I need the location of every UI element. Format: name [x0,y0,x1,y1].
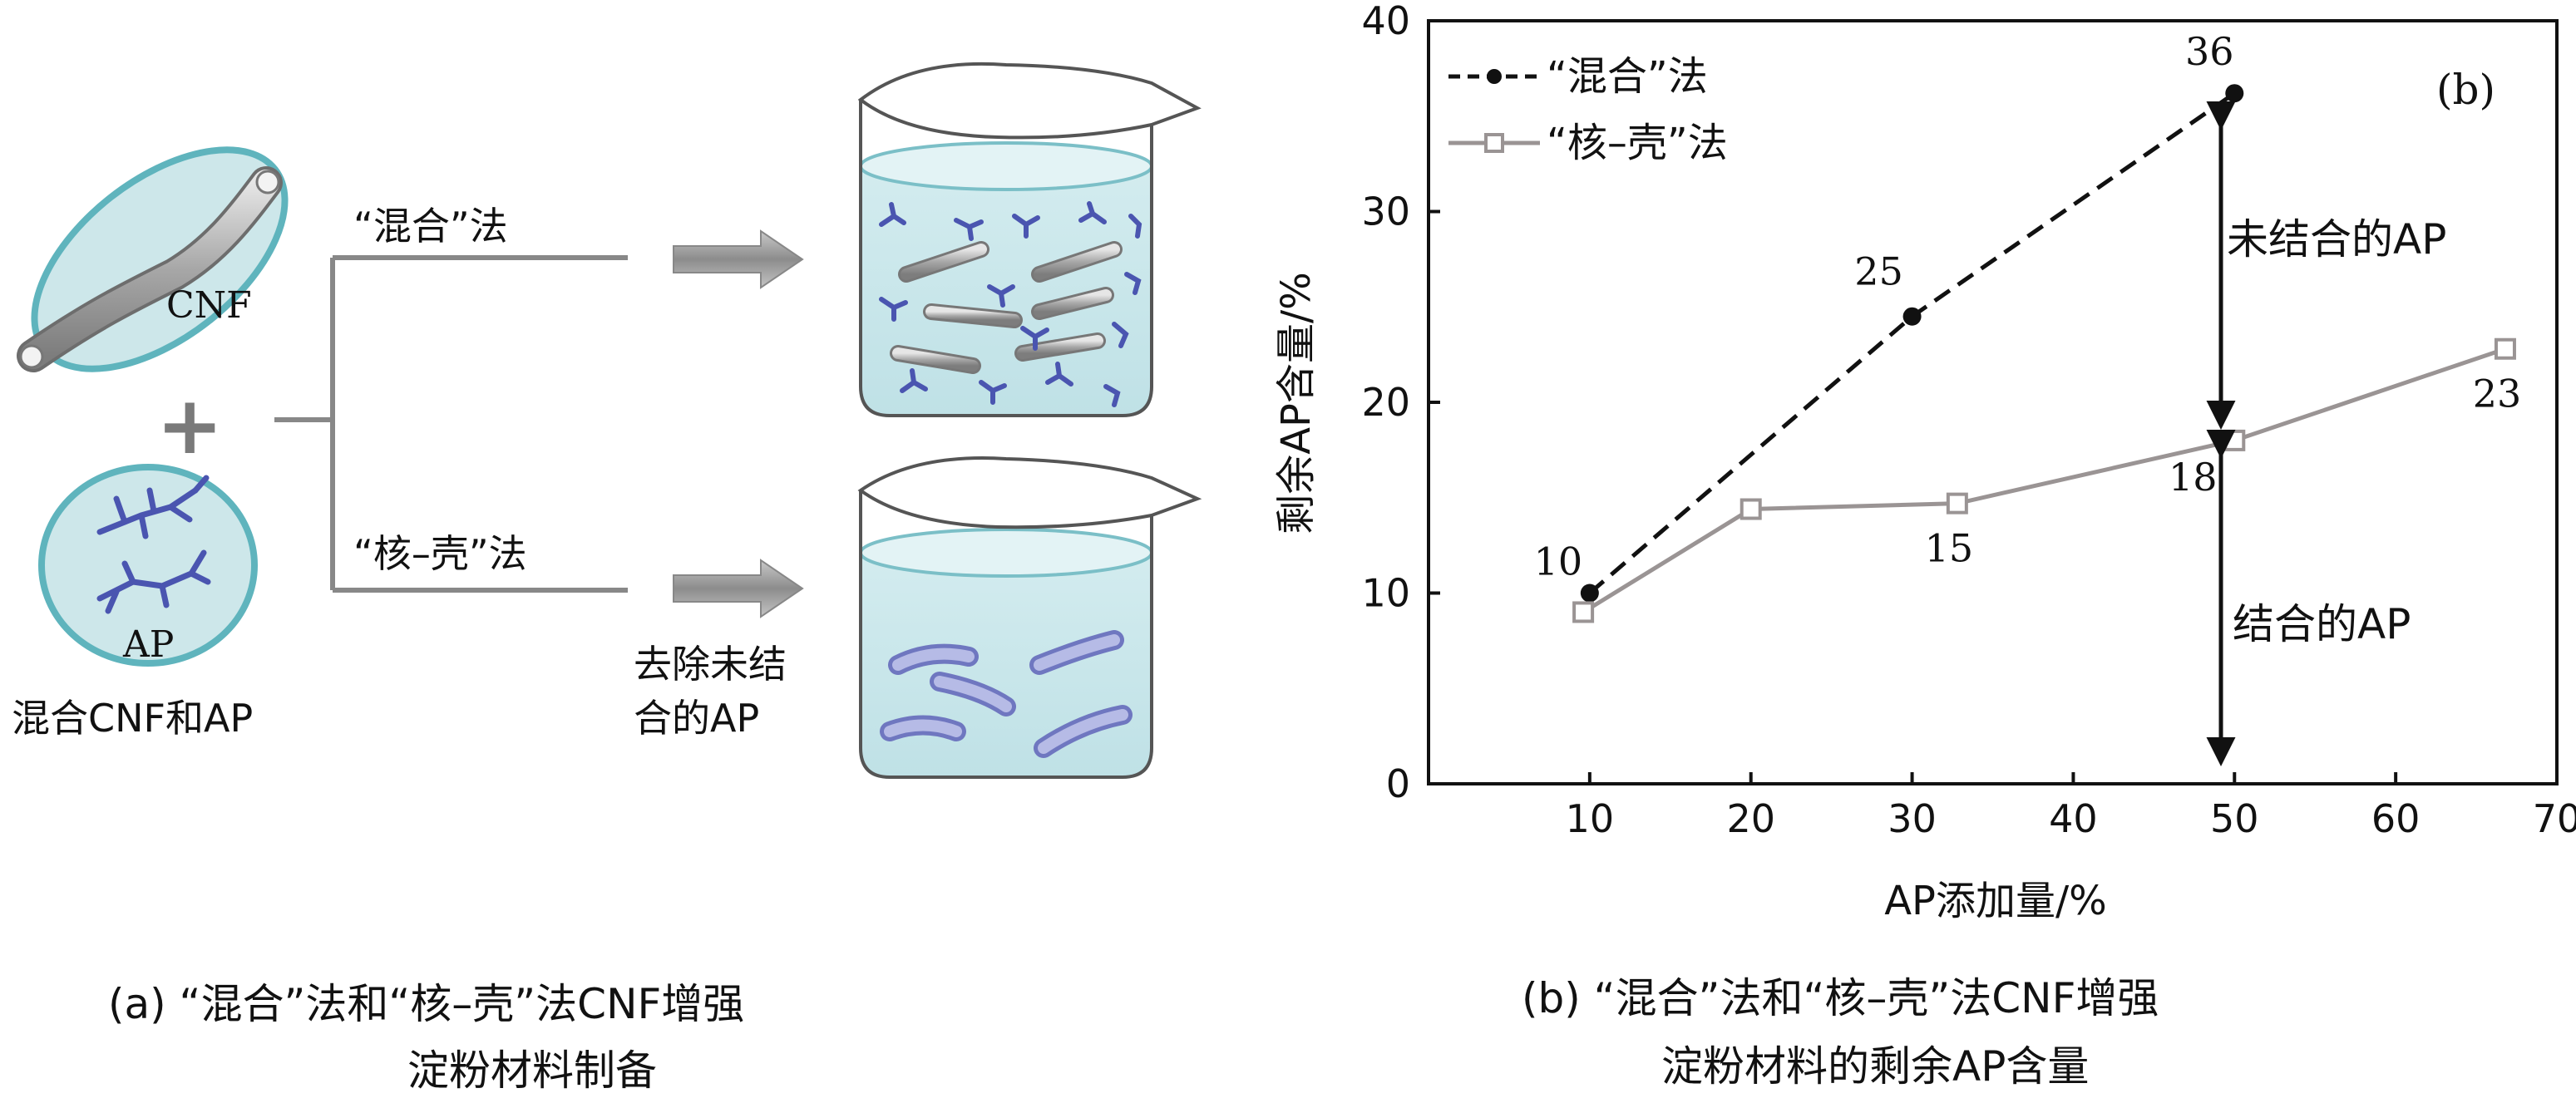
panel-tag: (b) [2436,66,2495,114]
y-tick-label: 30 [1361,190,1410,234]
method-mix-label: “混合”法 [353,204,508,249]
point-s1-0 [1572,601,1595,623]
x-tick-label: 10 [1566,796,1615,841]
beaker-core-shell-icon [857,456,1202,779]
branch-lines [274,255,628,593]
x-tick-label: 50 [2210,796,2259,841]
data-label-s1-4: 23 [2473,372,2522,416]
data-label-s1-2: 15 [1925,526,1974,571]
point-s1-3 [2223,429,2246,451]
x-tick-label: 20 [1726,796,1775,841]
method-core-shell-label: “核–壳”法 [353,531,527,576]
caption-b-line1: (b) “混合”法和“核–壳”法CNF增强 [1522,974,2159,1022]
caption-a-line2: 淀粉材料制备 [407,1046,657,1095]
beaker-mix-icon [857,62,1202,417]
chart-data-labels: 10 25 36 15 18 23 [1534,29,2522,584]
x-tick-label: 40 [2049,796,2098,841]
remove-label-line1: 去除未结 [634,642,787,687]
point-s1-4 [2494,337,2516,360]
data-label-s0-1: 25 [1854,249,1903,294]
legend: “混合”法 “核–壳”法 [1448,53,1728,166]
y-tick-label: 40 [1361,0,1410,43]
chart-series [1582,91,2506,614]
cnf-ellipse-icon [17,146,289,372]
data-label-s0-2: 36 [2185,29,2234,74]
legend-marker-mix [1487,69,1502,84]
caption-a-line1: (a) “混合”法和“核–壳”法CNF增强 [108,980,744,1028]
point-s0-2 [2225,84,2244,103]
point-s1-1 [1740,498,1762,520]
annotation-bound: 结合的AP [2233,600,2411,648]
cnf-label: CNF [166,284,252,327]
data-label-s0-0: 10 [1534,539,1583,584]
series-line-0 [1588,91,2236,595]
point-s0-1 [1902,307,1922,326]
chart-axes: 10 20 30 40 50 60 70 0 10 20 30 40 [1361,0,2576,841]
data-label-s1-3: 18 [2169,455,2218,500]
ap-circle-icon [38,464,258,667]
legend-label-core-shell: “核–壳”法 [1547,120,1728,166]
panel-a: CNF + AP 混合CNF和AP “混合”法 “核–壳”法 [12,62,1202,1095]
point-s1-2 [1946,492,1968,515]
block-arrow-top-icon [673,229,804,289]
x-tick-label: 60 [2371,796,2421,841]
mix-caption: 混合CNF和AP [12,696,253,741]
plus-icon: + [156,379,223,472]
remove-label-line2: 合的AP [634,696,759,741]
y-tick-label: 10 [1361,571,1410,616]
y-axis-title: 剩余AP含量/% [1273,272,1320,534]
legend-marker-core-shell [1484,133,1504,153]
x-axis-title: AP添加量/% [1884,878,2107,924]
annotation-unbound: 未结合的AP [2227,215,2446,263]
caption-b-line2: 淀粉材料的剩余AP含量 [1661,1042,2089,1091]
legend-label-mix: “混合”法 [1547,53,1708,100]
ap-label: AP [122,623,174,666]
x-tick-label: 70 [2533,796,2576,841]
panel-b: 10 20 30 40 50 60 70 0 10 20 30 40 10 25 36 15 18 23 AP添… [1273,0,2576,1091]
y-tick-label: 0 [1386,761,1410,806]
point-s0-0 [1580,584,1599,603]
chart-marks [1572,84,2516,623]
y-tick-label: 20 [1361,380,1410,425]
x-tick-label: 30 [1888,796,1937,841]
block-arrow-bottom-icon [673,559,804,618]
